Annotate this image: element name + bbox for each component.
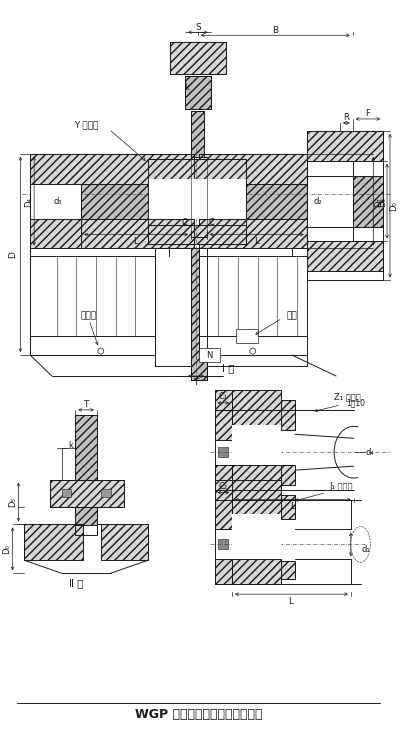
Text: d₂: d₂: [313, 197, 322, 206]
Bar: [281, 561, 295, 579]
Text: C: C: [181, 218, 187, 227]
Bar: [75, 507, 97, 525]
Bar: [199, 184, 307, 219]
Bar: [221, 206, 236, 212]
Bar: [281, 465, 295, 485]
Bar: [185, 76, 211, 109]
Bar: [199, 248, 307, 355]
Bar: [236, 329, 258, 343]
Bar: [221, 195, 236, 204]
Text: T: T: [193, 378, 198, 387]
Bar: [191, 248, 207, 380]
Bar: [158, 195, 172, 204]
Text: Y 型轴孔: Y 型轴孔: [74, 120, 98, 129]
Bar: [50, 480, 124, 507]
Text: 标志: 标志: [286, 312, 297, 321]
Bar: [199, 348, 220, 362]
Bar: [191, 111, 204, 157]
Text: D₂: D₂: [374, 197, 383, 207]
Text: d₁: d₁: [53, 197, 62, 206]
Bar: [30, 219, 194, 248]
Bar: [158, 206, 172, 212]
Text: B: B: [272, 26, 278, 35]
Text: d₁: d₁: [361, 545, 370, 554]
Bar: [199, 219, 307, 248]
Bar: [30, 154, 194, 184]
Bar: [281, 495, 295, 519]
Bar: [232, 560, 281, 584]
Bar: [30, 248, 155, 355]
Bar: [199, 154, 307, 184]
Bar: [307, 242, 383, 272]
Bar: [81, 184, 194, 219]
Text: D₀: D₀: [390, 201, 398, 210]
Bar: [232, 480, 281, 515]
Text: D₅: D₅: [379, 197, 388, 207]
Bar: [218, 447, 228, 457]
Bar: [218, 539, 228, 549]
Bar: [75, 415, 97, 480]
Text: J₁ 型轴孔: J₁ 型轴孔: [329, 482, 353, 491]
Text: Ⅰ 型: Ⅰ 型: [222, 363, 234, 373]
Bar: [232, 465, 281, 489]
Bar: [214, 465, 232, 489]
Bar: [353, 176, 383, 227]
Bar: [62, 489, 72, 497]
Bar: [148, 159, 246, 179]
Text: k: k: [68, 441, 73, 451]
Bar: [170, 43, 226, 74]
Text: N: N: [206, 351, 213, 360]
Text: L: L: [288, 597, 294, 606]
Bar: [30, 184, 81, 219]
Bar: [232, 515, 281, 560]
Bar: [101, 524, 148, 560]
Text: D: D: [8, 251, 17, 258]
Text: k: k: [185, 83, 190, 92]
Text: L: L: [254, 237, 259, 246]
Text: 注油孔: 注油孔: [81, 312, 97, 321]
Bar: [148, 225, 246, 245]
Text: S: S: [195, 23, 201, 32]
Text: WGP 型带制动盘鼓形齿式联轴器: WGP 型带制动盘鼓形齿式联轴器: [135, 708, 262, 721]
Text: C₁: C₁: [219, 392, 228, 401]
Text: C₂: C₂: [219, 482, 228, 491]
Bar: [214, 560, 232, 584]
Bar: [101, 489, 111, 497]
Bar: [232, 390, 281, 424]
Text: L: L: [134, 237, 139, 246]
Text: L: L: [290, 502, 296, 511]
Bar: [214, 390, 232, 439]
Text: C: C: [209, 218, 214, 227]
Text: 1：10: 1：10: [346, 398, 365, 407]
Text: T: T: [84, 401, 89, 410]
Text: R: R: [343, 113, 349, 122]
Text: F: F: [365, 110, 370, 119]
Bar: [214, 480, 232, 530]
Bar: [307, 131, 383, 161]
Bar: [232, 424, 281, 465]
Bar: [148, 179, 246, 219]
Bar: [281, 400, 295, 430]
Text: Ⅱ 型: Ⅱ 型: [69, 578, 84, 588]
Text: d₄: d₄: [366, 448, 375, 457]
Text: D₅: D₅: [8, 498, 17, 507]
Text: D₄: D₄: [24, 197, 33, 207]
Text: Z₁ 型轴孔: Z₁ 型轴孔: [334, 392, 361, 401]
Text: D₀: D₀: [2, 545, 11, 554]
Bar: [24, 524, 83, 560]
